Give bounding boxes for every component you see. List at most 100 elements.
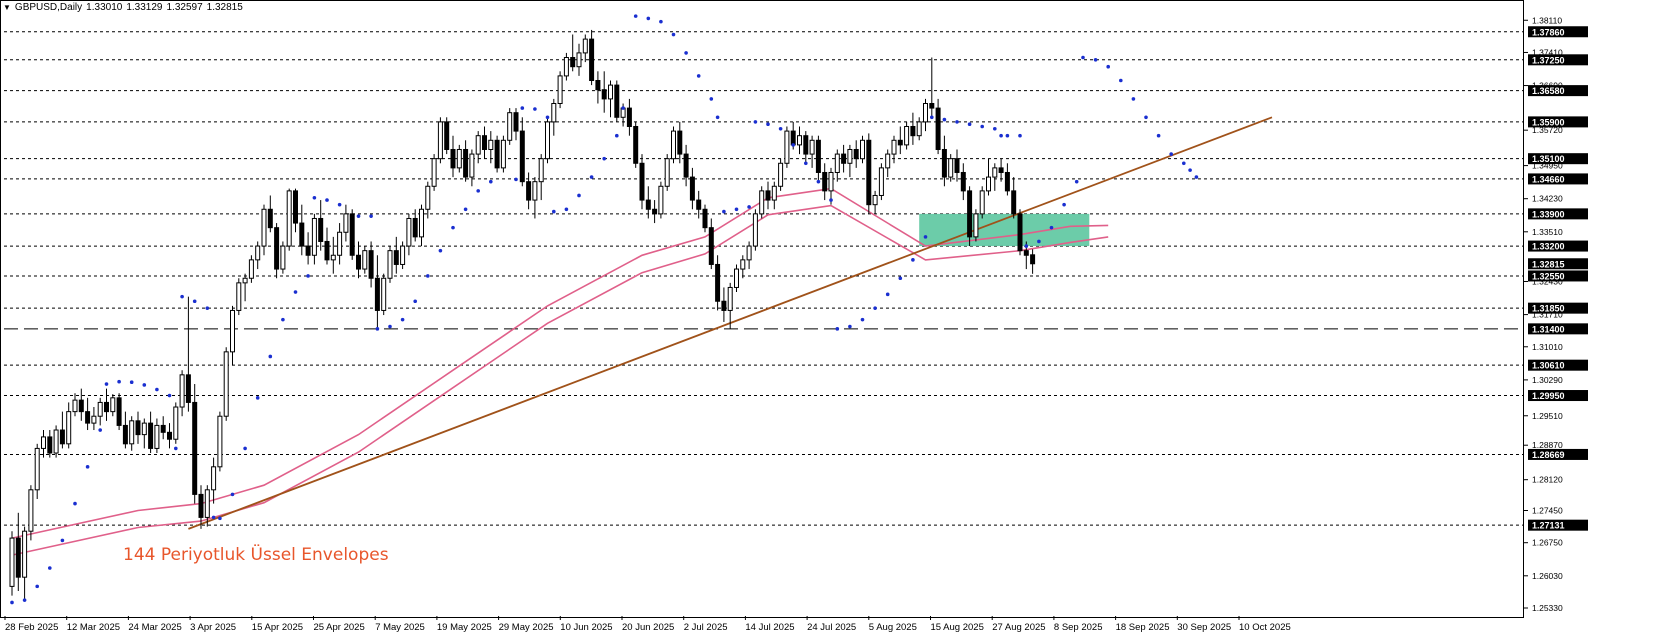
- candle-body-62: [400, 245, 406, 265]
- candle-95: [608, 80, 613, 118]
- candle-40: [261, 204, 267, 256]
- sar-layer: [10, 14, 1199, 605]
- candle-158: [1004, 163, 1010, 196]
- candle-100: [639, 154, 645, 210]
- candle-14: [97, 397, 103, 426]
- candle-body-149: [948, 158, 954, 178]
- candle-body-158: [1004, 171, 1010, 192]
- candle-body-44: [286, 190, 292, 247]
- candle-122: [778, 158, 784, 191]
- y-tick-label-0: 1.38110: [1532, 15, 1562, 25]
- y-tick-label-10: 1.30290: [1532, 375, 1563, 385]
- candle-body-5: [41, 436, 46, 449]
- candle-body-104: [664, 158, 670, 187]
- candle-94: [601, 71, 607, 113]
- sar-dot-60: [715, 115, 720, 120]
- candle-body-118: [752, 213, 758, 247]
- candle-body-16: [110, 397, 116, 413]
- candle-11: [78, 388, 84, 421]
- candle-127: [809, 135, 815, 168]
- sar-dot-51: [615, 133, 619, 138]
- sar-dot-10: [129, 380, 134, 384]
- x-tick-label-20: 10 Oct 2025: [1239, 622, 1291, 633]
- horizontal-levels: [4, 31, 1524, 526]
- candle-body-41: [267, 208, 273, 229]
- price-tag-bg-10: [1528, 323, 1588, 335]
- x-tick-label-4: 15 Apr 2025: [252, 622, 303, 633]
- sar-dot-5: [73, 501, 77, 506]
- candle-body-143: [910, 125, 916, 137]
- candle-104: [664, 154, 670, 191]
- candle-119: [759, 186, 765, 219]
- candle-118: [752, 209, 758, 251]
- candle-body-14: [97, 401, 103, 417]
- candle-115: [734, 264, 739, 293]
- candle-body-142: [904, 125, 910, 146]
- price-tag-bg-12: [1528, 390, 1588, 402]
- sar-dot-18: [211, 515, 216, 520]
- sar-dot-69: [816, 179, 821, 184]
- candle-body-82: [526, 181, 532, 201]
- candle-120: [765, 181, 771, 210]
- candle-4: [34, 443, 40, 500]
- x-tick-label-9: 10 Jun 2025: [560, 622, 612, 633]
- candle-body-84: [538, 158, 544, 183]
- candle-body-129: [822, 171, 828, 192]
- candle-body-67: [431, 158, 437, 187]
- sar-dot-84: [993, 126, 997, 131]
- candle-body-6: [47, 436, 53, 454]
- candle-62: [400, 241, 406, 270]
- candle-90: [576, 43, 582, 76]
- price-tag-bg-14: [1528, 519, 1588, 531]
- sar-dot-46: [552, 209, 556, 214]
- candle-113: [721, 287, 727, 322]
- candle-body-42: [274, 227, 280, 270]
- candle-147: [935, 98, 941, 155]
- price-tag-label-0: 1.37860: [1532, 27, 1565, 37]
- high-value: 1.33129: [126, 2, 163, 13]
- candle-80: [513, 108, 519, 141]
- sar-dot-15: [180, 294, 184, 299]
- candle-109: [696, 190, 702, 219]
- candle-body-56: [362, 250, 368, 270]
- candle-102: [652, 200, 658, 224]
- candle-56: [362, 246, 368, 274]
- envelope-lower-line: [11, 204, 1109, 556]
- candle-13: [91, 407, 97, 431]
- candle-150: [954, 149, 960, 182]
- candle-131: [834, 149, 840, 182]
- candle-152: [967, 186, 973, 247]
- candle-body-138: [878, 167, 884, 196]
- price-tag-bg-9: [1528, 302, 1588, 314]
- candle-body-10: [72, 399, 78, 413]
- candle-111: [708, 218, 714, 270]
- candle-body-108: [689, 176, 695, 201]
- sar-dot-50: [602, 156, 606, 161]
- y-tick-label-15: 1.26750: [1532, 538, 1563, 548]
- candle-1: [15, 512, 21, 591]
- x-tick-label-7: 19 May 2025: [437, 622, 492, 633]
- price-tag-bg-5: [1528, 173, 1588, 185]
- sar-dot-14: [174, 446, 178, 451]
- candle-body-152: [967, 190, 973, 238]
- candle-137: [872, 190, 878, 214]
- candle-16: [110, 394, 116, 417]
- sar-dot-44: [533, 107, 537, 111]
- sar-dot-17: [205, 306, 210, 310]
- candle-body-22: [148, 422, 154, 449]
- candle-106: [677, 121, 683, 164]
- sar-dot-88: [1024, 244, 1029, 248]
- candle-148: [941, 135, 947, 187]
- price-tag-bg-13: [1528, 448, 1588, 460]
- candle-92: [589, 29, 595, 86]
- candle-body-78: [500, 139, 506, 169]
- price-tag-label-2: 1.36580: [1532, 86, 1565, 96]
- collapse-triangle-icon[interactable]: ▼: [3, 3, 11, 12]
- candle-body-40: [261, 208, 267, 247]
- sar-dot-19: [218, 516, 222, 521]
- y-tick-label-9: 1.31010: [1532, 342, 1563, 352]
- y-tick-label-11: 1.29510: [1532, 411, 1563, 421]
- candle-107: [683, 144, 689, 187]
- candle-69: [444, 117, 450, 155]
